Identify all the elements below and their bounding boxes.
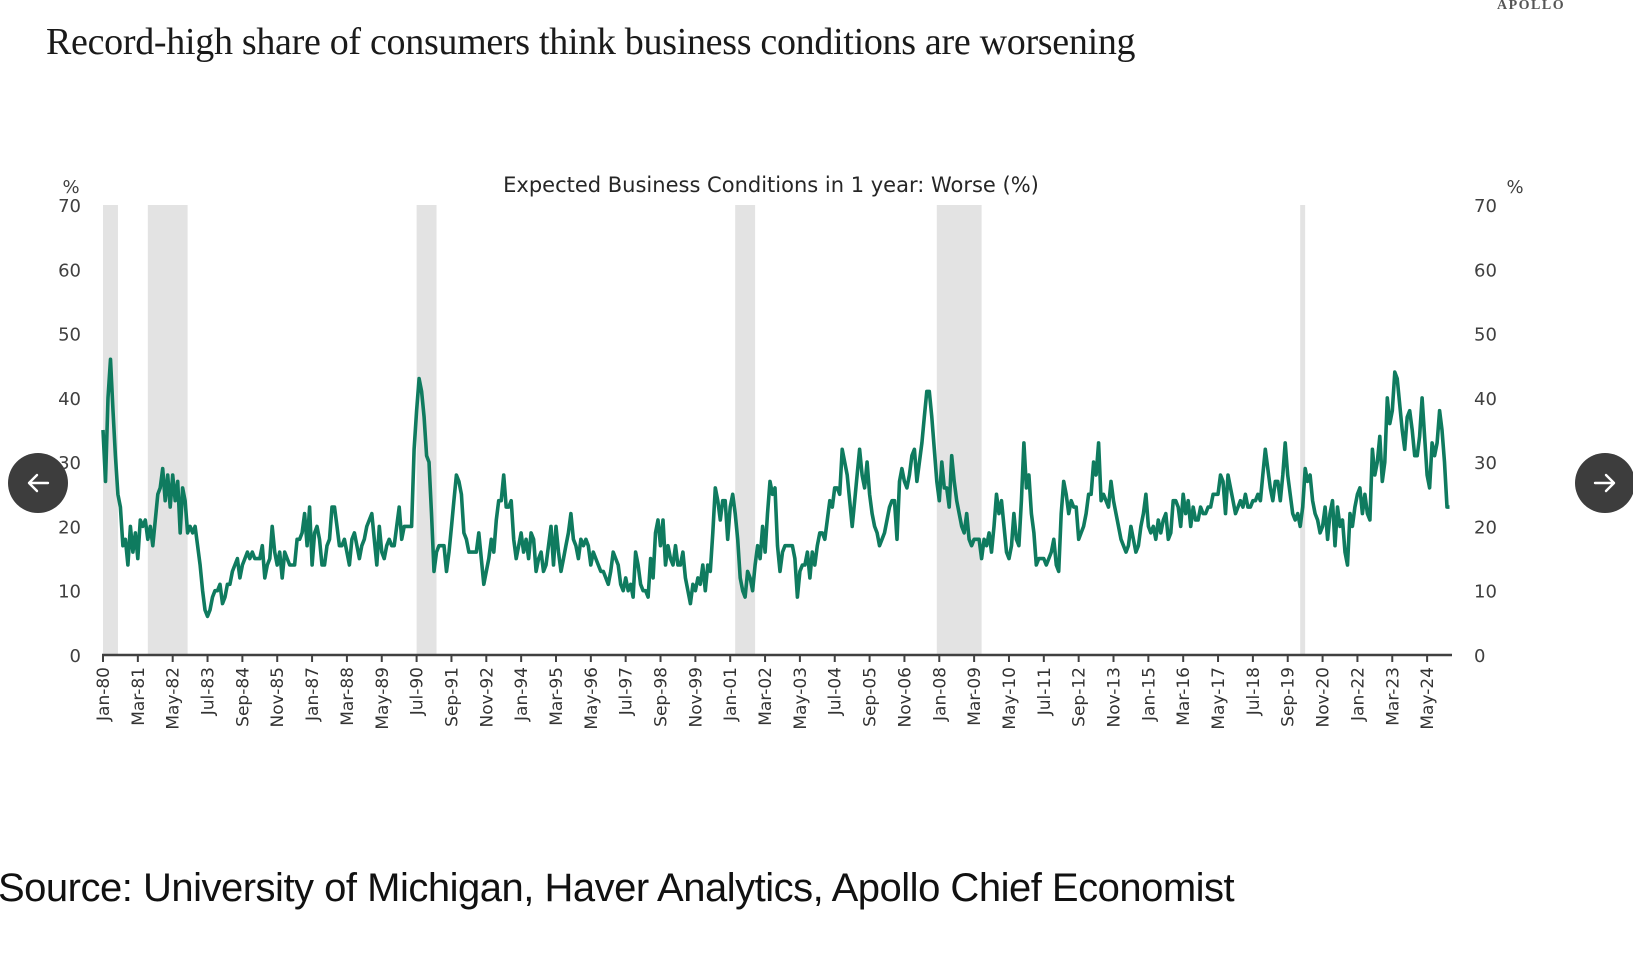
x-tick-label: May-24 <box>1418 667 1438 730</box>
x-tick-label: Jul-97 <box>617 667 637 716</box>
recession-bands <box>103 205 1306 655</box>
y-tick-label-right: 60 <box>1474 260 1497 281</box>
x-tick-label: Jul-90 <box>408 667 428 716</box>
x-axis: Jan-80 Mar-81 May-82 Jul-83 Sep-84 Nov-85 Jan-… <box>94 653 1452 730</box>
x-tick-label: Jan-15 <box>1139 667 1159 722</box>
arrow-left-icon <box>27 473 50 493</box>
x-tick-label: Nov-99 <box>686 667 706 728</box>
recession-band <box>735 205 756 655</box>
x-tick-label: Jan-22 <box>1348 667 1368 722</box>
x-tick-label: Jul-04 <box>826 667 846 716</box>
x-tick-label: May-82 <box>164 667 184 730</box>
headline: Record-high share of consumers think bus… <box>46 21 1136 63</box>
recession-band <box>103 205 118 655</box>
y-tick-label-left: 0 <box>70 646 81 667</box>
x-tick-label: Mar-02 <box>756 667 776 726</box>
x-tick-label: May-17 <box>1209 667 1229 730</box>
y-axis-right-unit: % <box>1506 177 1523 198</box>
x-tick-label: Mar-09 <box>965 667 985 726</box>
y-tick-label-right: 20 <box>1474 517 1497 538</box>
x-tick-label: May-03 <box>791 667 811 730</box>
y-tick-label-left: 10 <box>58 582 81 603</box>
x-tick-label: Mar-95 <box>547 667 567 726</box>
chart-title: Expected Business Conditions in 1 year: … <box>503 173 1039 197</box>
x-tick-label: Sep-12 <box>1070 667 1090 727</box>
x-tick-label: Nov-06 <box>895 667 915 728</box>
y-tick-label-left: 40 <box>58 389 81 410</box>
recession-band <box>936 205 982 655</box>
x-tick-label: Jul-11 <box>1035 667 1055 716</box>
y-tick-label-left: 60 <box>58 260 81 281</box>
x-tick-label: Jul-83 <box>199 667 219 716</box>
x-tick-label: Jul-18 <box>1244 667 1264 716</box>
x-tick-label: Jan-80 <box>94 667 114 722</box>
line-chart: Expected Business Conditions in 1 year: … <box>58 173 1523 730</box>
x-tick-label: May-96 <box>582 667 602 730</box>
x-tick-label: Jan-94 <box>512 667 532 722</box>
y-tick-label-right: 50 <box>1474 325 1497 346</box>
next-slide-button[interactable] <box>1575 453 1633 513</box>
x-tick-label: Mar-81 <box>129 667 149 726</box>
recession-band <box>1300 205 1306 655</box>
x-tick-label: Jan-08 <box>930 667 950 722</box>
y-tick-label-right: 10 <box>1474 582 1497 603</box>
x-tick-label: Mar-88 <box>338 667 358 726</box>
x-tick-label: May-89 <box>373 667 393 730</box>
source-note: Source: University of Michigan, Haver An… <box>0 866 1235 910</box>
y-tick-label-left: 20 <box>58 517 81 538</box>
x-tick-label: Jan-01 <box>721 667 741 722</box>
x-tick-label: Sep-05 <box>861 667 881 727</box>
y-tick-label-right: 0 <box>1474 646 1485 667</box>
x-tick-label: Mar-16 <box>1174 667 1194 726</box>
x-tick-label: Sep-91 <box>442 667 462 727</box>
series-line <box>101 357 1450 619</box>
x-tick-label: Nov-85 <box>268 667 288 728</box>
arrow-right-icon <box>1593 473 1616 493</box>
recession-band <box>147 205 188 655</box>
x-tick-label: May-10 <box>1000 667 1020 730</box>
x-tick-label: Jan-87 <box>303 667 323 722</box>
x-tick-label: Sep-98 <box>652 667 672 727</box>
x-tick-label: Nov-13 <box>1105 667 1125 728</box>
x-tick-label: Mar-23 <box>1383 667 1403 726</box>
y-tick-label-right: 30 <box>1474 453 1497 474</box>
brand-logo: APOLLO <box>1497 0 1566 13</box>
y-tick-label-right: 70 <box>1474 196 1497 217</box>
y-tick-label-right: 40 <box>1474 389 1497 410</box>
y-tick-label-left: 70 <box>58 196 81 217</box>
x-tick-label: Nov-92 <box>477 667 497 728</box>
series-line-layer <box>101 357 1450 619</box>
previous-slide-button[interactable] <box>8 453 68 513</box>
y-axis-left-unit: % <box>62 177 79 198</box>
x-tick-label: Nov-20 <box>1314 667 1334 728</box>
y-tick-label-left: 50 <box>58 325 81 346</box>
x-tick-label: Sep-84 <box>233 667 253 727</box>
x-tick-label: Sep-19 <box>1279 667 1299 727</box>
